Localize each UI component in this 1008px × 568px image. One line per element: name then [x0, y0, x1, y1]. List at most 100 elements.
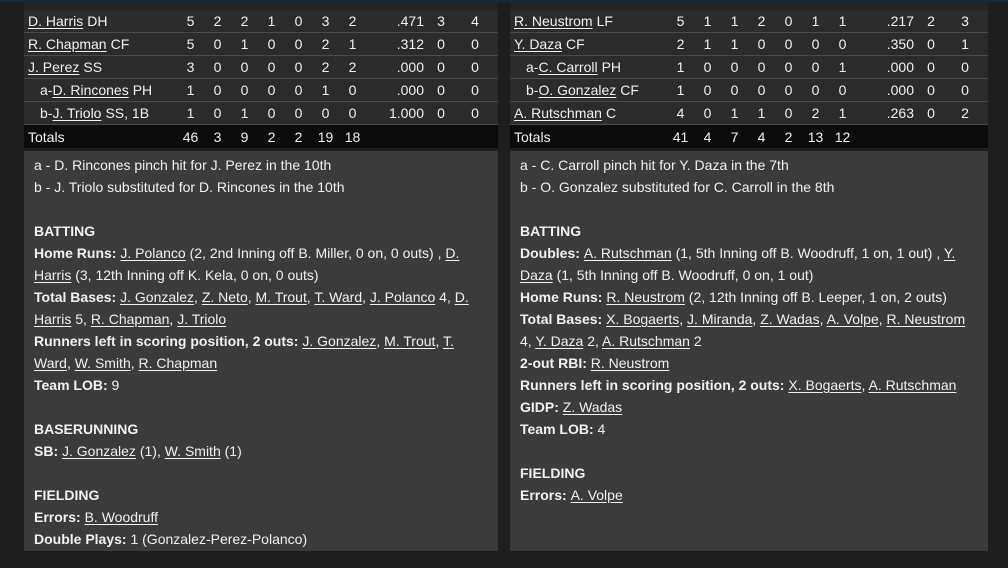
player-link[interactable]: J. Gonzalez: [302, 333, 377, 349]
player-link[interactable]: J. Miranda: [687, 311, 753, 327]
note-text: (1),: [135, 443, 165, 459]
note-text: ,: [435, 333, 443, 349]
player-link[interactable]: M. Trout: [384, 333, 436, 349]
stat-cell: 3: [437, 13, 445, 29]
player-link[interactable]: D. Rincones: [52, 82, 129, 98]
stat-cell: 0: [703, 59, 712, 75]
notes-section: a - C. Carroll pinch hit for Y. Daza in …: [520, 154, 978, 198]
stat-cell: 2: [213, 13, 222, 29]
stat-cell: 0: [294, 13, 303, 29]
player-link[interactable]: A. Rutschman: [583, 245, 672, 261]
notes-section: BATTING Home Runs: J. Polanco (2, 2nd Inn…: [34, 220, 488, 396]
player-link[interactable]: J. Gonzalez: [62, 443, 136, 459]
batter-row: R. Neustrom LF 5 1 1 2 0 1 1 .217 2 3: [510, 10, 988, 33]
note-entry: Total Bases: X. Bogaerts, J. Miranda, Z.…: [520, 308, 978, 352]
player-link[interactable]: Y. Daza: [514, 36, 562, 52]
player-link[interactable]: J. Gonzalez: [120, 289, 195, 305]
position-label: CF: [566, 36, 585, 52]
player-link[interactable]: J. Polanco: [369, 289, 436, 305]
stat-cell: 0: [267, 82, 276, 98]
player-link[interactable]: R. Chapman: [90, 311, 170, 327]
player-link[interactable]: Z. Wadas: [760, 311, 820, 327]
stat-cell: .312: [396, 36, 424, 52]
note-entry: Team LOB: 4: [520, 418, 978, 440]
note-label: Errors:: [520, 487, 571, 503]
player-link[interactable]: R. Neustrom: [606, 289, 685, 305]
player-link[interactable]: R. Chapman: [28, 36, 107, 52]
player-link[interactable]: O. Gonzalez: [538, 82, 617, 98]
batter-row: R. Chapman CF 5 0 1 0 0 2 1 .312 0 0: [24, 33, 498, 56]
notes-section: FIELDING Errors: B. Woodruff Double Plays:…: [34, 484, 488, 550]
player-link[interactable]: B. Woodruff: [84, 509, 158, 525]
player-link[interactable]: R. Chapman: [138, 355, 218, 371]
player-link[interactable]: C. Carroll: [538, 59, 598, 75]
player-link[interactable]: D. Harris: [34, 245, 460, 283]
substitution-prefix: b-: [526, 82, 539, 98]
player-link[interactable]: Z. Wadas: [562, 399, 623, 415]
player-link[interactable]: D. Harris: [34, 289, 469, 327]
section-header: FIELDING: [520, 465, 586, 481]
note-text: ,: [66, 355, 75, 371]
batter-row: A. Rutschman C 4 0 1 1 0 2 1 .263 0 2: [510, 102, 988, 125]
note-entry: 2-out RBI: R. Neustrom: [520, 352, 978, 374]
player-link[interactable]: W. Smith: [74, 355, 131, 371]
player-link[interactable]: J. Triolo: [52, 105, 102, 121]
player-link[interactable]: J. Polanco: [120, 245, 186, 261]
stat-cell: 9: [240, 128, 249, 145]
note-text: (2, 12th Inning off B. Leeper, 1 on, 2 o…: [684, 289, 947, 305]
note-label: Runners left in scoring position, 2 outs…: [520, 377, 789, 393]
note-entry: GIDP: Z. Wadas: [520, 396, 978, 418]
stat-cell: 0: [471, 36, 479, 52]
player-link[interactable]: A. Volpe: [570, 487, 623, 503]
player-link[interactable]: T. Ward: [314, 289, 363, 305]
player-link[interactable]: Z. Neto: [201, 289, 248, 305]
notes-section: BATTING Doubles: A. Rutschman (1, 5th Inn…: [520, 220, 978, 440]
player-link[interactable]: X. Bogaerts: [788, 377, 862, 393]
stat-cell: 2: [294, 128, 303, 145]
stat-cell: 0: [471, 59, 479, 75]
stat-cell: 12: [834, 128, 851, 145]
stat-cell: 4: [471, 13, 479, 29]
stat-cell: 0: [811, 36, 820, 52]
player-link[interactable]: A. Rutschman: [514, 105, 602, 121]
stat-cell: 2: [811, 105, 820, 121]
stat-cell: 0: [437, 36, 445, 52]
stat-cell: 19: [317, 128, 334, 145]
player-link[interactable]: R. Neustrom: [514, 13, 593, 29]
player-link[interactable]: M. Trout: [255, 289, 307, 305]
player-link[interactable]: Y. Daza: [535, 333, 584, 349]
player-link[interactable]: Y. Daza: [520, 245, 956, 283]
player-link[interactable]: X. Bogaerts: [606, 311, 680, 327]
stat-cell: 2: [348, 59, 357, 75]
note-entry: a - D. Rincones pinch hit for J. Perez i…: [34, 154, 488, 176]
note-entry: SB: J. Gonzalez (1), W. Smith (1): [34, 440, 488, 462]
player-link[interactable]: A. Volpe: [826, 311, 879, 327]
note-label: Double Plays:: [34, 531, 131, 547]
stat-cell: 0: [294, 36, 303, 52]
note-label: Home Runs:: [520, 289, 607, 305]
player-link[interactable]: A. Rutschman: [868, 377, 957, 393]
note-text: (2, 2nd Inning off B. Miller, 0 on, 0 ou…: [185, 245, 446, 261]
player-link[interactable]: R. Neustrom: [886, 311, 966, 327]
stat-cell: 2: [757, 13, 766, 29]
batter-row: a-C. Carroll PH 1 0 0 0 0 0 1 .000 0 0: [510, 56, 988, 79]
table-header-strip: [24, 2, 498, 10]
player-link[interactable]: D. Harris: [28, 13, 84, 29]
note-entry: Errors: A. Volpe: [520, 484, 978, 506]
note-entry: Runners left in scoring position, 2 outs…: [34, 330, 488, 374]
player-link[interactable]: J. Triolo: [177, 311, 227, 327]
stat-cell: 2: [676, 36, 685, 52]
player-link[interactable]: J. Perez: [28, 59, 80, 75]
note-text: a - D. Rincones pinch hit for J. Perez i…: [34, 157, 332, 173]
stat-cell: 2: [784, 128, 793, 145]
player-link[interactable]: R. Neustrom: [590, 355, 670, 371]
player-link[interactable]: T. Ward: [34, 333, 454, 371]
note-text: 4,: [435, 289, 455, 305]
note-text: ,: [194, 289, 202, 305]
player-link[interactable]: W. Smith: [164, 443, 221, 459]
note-entry: Errors: B. Woodruff: [34, 506, 488, 528]
stat-cell: 0: [927, 105, 935, 121]
notes-panel-right: a - C. Carroll pinch hit for Y. Daza in …: [510, 151, 988, 551]
player-link[interactable]: A. Rutschman: [602, 333, 690, 349]
stat-cell: 7: [730, 128, 739, 145]
